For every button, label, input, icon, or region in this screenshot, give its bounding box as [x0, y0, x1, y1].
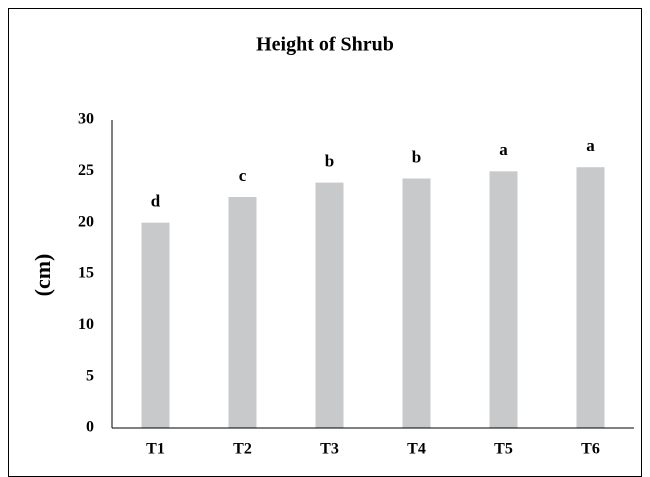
y-axis-label: (cm) [30, 254, 55, 297]
y-tick-label: 20 [78, 213, 94, 230]
x-tick-label: T3 [320, 441, 339, 458]
x-tick-label: T1 [146, 441, 165, 458]
x-tick-label: T5 [494, 441, 513, 458]
annotation: a [499, 140, 508, 159]
y-tick-label: 30 [78, 111, 94, 128]
bar [315, 182, 344, 428]
y-tick-label: 15 [78, 265, 94, 282]
y-tick-label: 5 [86, 367, 94, 384]
y-tick-label: 25 [78, 162, 94, 179]
annotation: b [412, 147, 421, 166]
x-tick-label: T4 [407, 441, 426, 458]
x-tick-label: T6 [581, 441, 600, 458]
chart-title: Height of Shrub [256, 34, 394, 56]
annotation: c [239, 166, 247, 185]
bar [228, 197, 257, 428]
y-tick-label: 0 [86, 419, 94, 436]
annotation: a [586, 136, 595, 155]
bar [576, 167, 605, 428]
bar [489, 171, 518, 429]
x-tick-label: T2 [233, 441, 252, 458]
y-tick-label: 10 [78, 316, 94, 333]
bar [402, 178, 431, 428]
annotation: d [151, 192, 161, 211]
annotation: b [325, 152, 334, 171]
bar [141, 222, 170, 428]
